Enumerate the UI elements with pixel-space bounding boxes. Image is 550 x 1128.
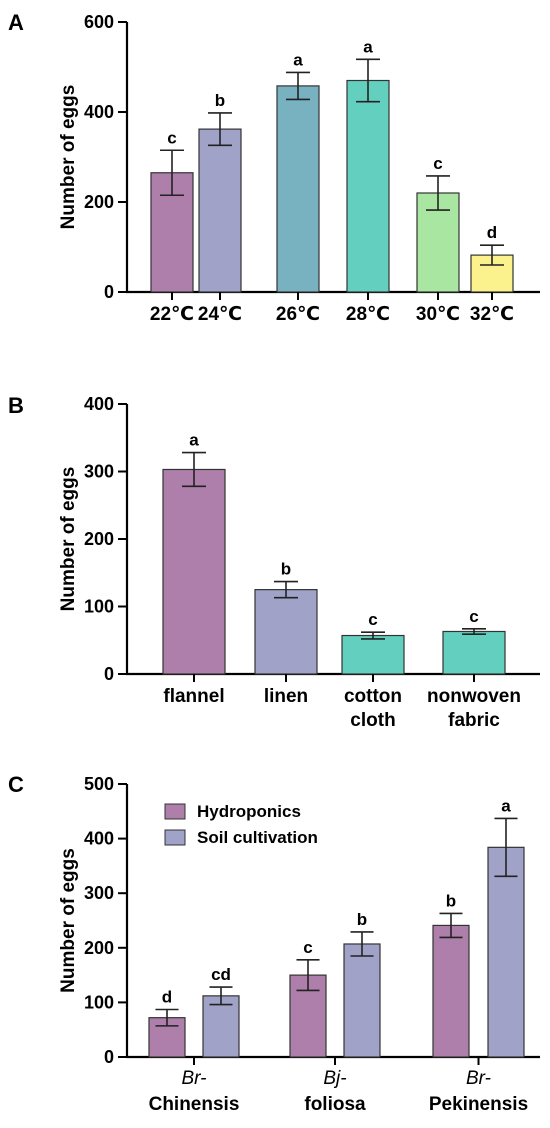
panel-b-y-tick-label: 200 [84, 529, 114, 549]
panel-a-bar [276, 85, 320, 293]
panel-a-y-tick-label: 0 [104, 282, 114, 302]
panel-a-significance-label: a [293, 50, 303, 69]
panel-a-significance-label: c [433, 154, 442, 173]
panel-b-bar [254, 589, 318, 675]
panel-b-x-tick-label: nonwoven fabric [427, 686, 521, 731]
panel-a-significance-label: c [167, 128, 176, 147]
panel-a-y-tick-label: 400 [84, 102, 114, 122]
panel-c-letter: C [8, 772, 24, 797]
panel-a-bar [198, 128, 242, 293]
panel-c-x-tick-label-species: Bj- [323, 1068, 346, 1089]
panel-a-y-axis-label: Number of eggs [58, 85, 79, 230]
chart-panel-c: C 0 100 200 300 400 500 Number of eggs d cd Br- Chi… [8, 772, 540, 1115]
panel-c-bar [487, 846, 525, 1058]
panel-b-bar [162, 468, 226, 675]
panel-a-x-tick-label: 24℃ [198, 304, 242, 325]
panel-a-x-tick-label: 28℃ [346, 304, 390, 325]
panel-a-significance-label: d [487, 223, 497, 242]
panel-a-y-tick-label: 600 [84, 12, 114, 32]
panel-b-x-tick-label: linen [264, 686, 308, 707]
panel-c-significance-label: b [357, 910, 367, 929]
panel-b-significance-label: b [281, 560, 291, 579]
panel-c-significance-label: d [162, 987, 172, 1006]
panel-b-x-tick-label: cotton cloth [344, 686, 402, 731]
panel-c-y-tick-label: 500 [84, 774, 114, 794]
panel-b-y-axis-label: Number of eggs [58, 467, 79, 612]
panel-b-y-tick-label: 100 [84, 597, 114, 617]
panel-a-x-tick-label: 32℃ [470, 304, 514, 325]
panel-b-x-tick-label-line: cloth [350, 710, 395, 731]
panel-b-letter: B [8, 393, 24, 418]
panel-a-significance-label: a [363, 37, 373, 56]
panel-b-x-tick-label: flannel [163, 686, 224, 707]
panel-b-y-tick-label: 400 [84, 394, 114, 414]
panel-c-y-tick-label: 200 [84, 938, 114, 958]
panel-b-x-tick-label-line: nonwoven [427, 686, 521, 707]
panel-b-significance-label: a [189, 431, 199, 450]
panel-c-y-tick-label: 300 [84, 883, 114, 903]
panel-b-y-tick-label: 300 [84, 462, 114, 482]
panel-a-x-tick-label: 22℃ [150, 304, 194, 325]
panel-b-bar [341, 634, 405, 675]
panel-c-x-tick-label-variety: Chinensis [149, 1094, 240, 1115]
panel-b-x-tick-label-line: cotton [344, 686, 402, 707]
panel-b-y-tick-label: 0 [104, 664, 114, 684]
panel-c-significance-label: a [501, 796, 511, 815]
panel-b-significance-label: c [368, 610, 377, 629]
panel-c-significance-label: c [303, 938, 312, 957]
panel-c-y-tick-label: 400 [84, 829, 114, 849]
panel-c-y-axis-label: Number of eggs [58, 848, 79, 993]
panel-c-legend-swatch [164, 829, 186, 846]
panel-c-x-tick-label-variety: Pekinensis [429, 1094, 528, 1115]
panel-c-legend-label: Hydroponics [197, 802, 301, 821]
panel-c-legend-swatch [164, 803, 186, 820]
panel-a-y-tick-label: 200 [84, 192, 114, 212]
panel-a-bar [346, 79, 390, 293]
panel-b-significance-label: c [469, 607, 478, 626]
panel-c-bar [343, 943, 381, 1058]
panel-c-legend-label: Soil cultivation [197, 828, 318, 847]
panel-b-bar [442, 630, 506, 675]
panel-a-significance-label: b [215, 91, 225, 110]
panel-c-x-tick-label-species: Br- [182, 1068, 207, 1089]
panel-c-significance-label: b [446, 891, 456, 910]
panel-c-bar [432, 924, 470, 1058]
panel-c-bar [202, 995, 240, 1058]
panel-c-x-tick-label-species: Br- [466, 1068, 491, 1089]
panel-a-x-tick-label: 26℃ [276, 304, 320, 325]
panel-c-significance-label: cd [211, 965, 231, 984]
panel-c-y-tick-label: 0 [104, 1047, 114, 1067]
panel-b-x-tick-label-line: fabric [448, 710, 500, 731]
panel-c-x-tick-label-variety: foliosa [304, 1094, 366, 1115]
panel-c-y-tick-label: 100 [84, 992, 114, 1012]
panel-a-x-tick-label: 30℃ [416, 304, 460, 325]
panel-a-letter: A [8, 10, 24, 35]
chart-panel-a: A 0 200 400 600 Number of eggs c 22℃ b 24℃ a 26℃ a 28… [8, 10, 540, 325]
chart-panel-b: B 0 100 200 300 400 Number of eggs a flannel b lin… [8, 393, 540, 731]
